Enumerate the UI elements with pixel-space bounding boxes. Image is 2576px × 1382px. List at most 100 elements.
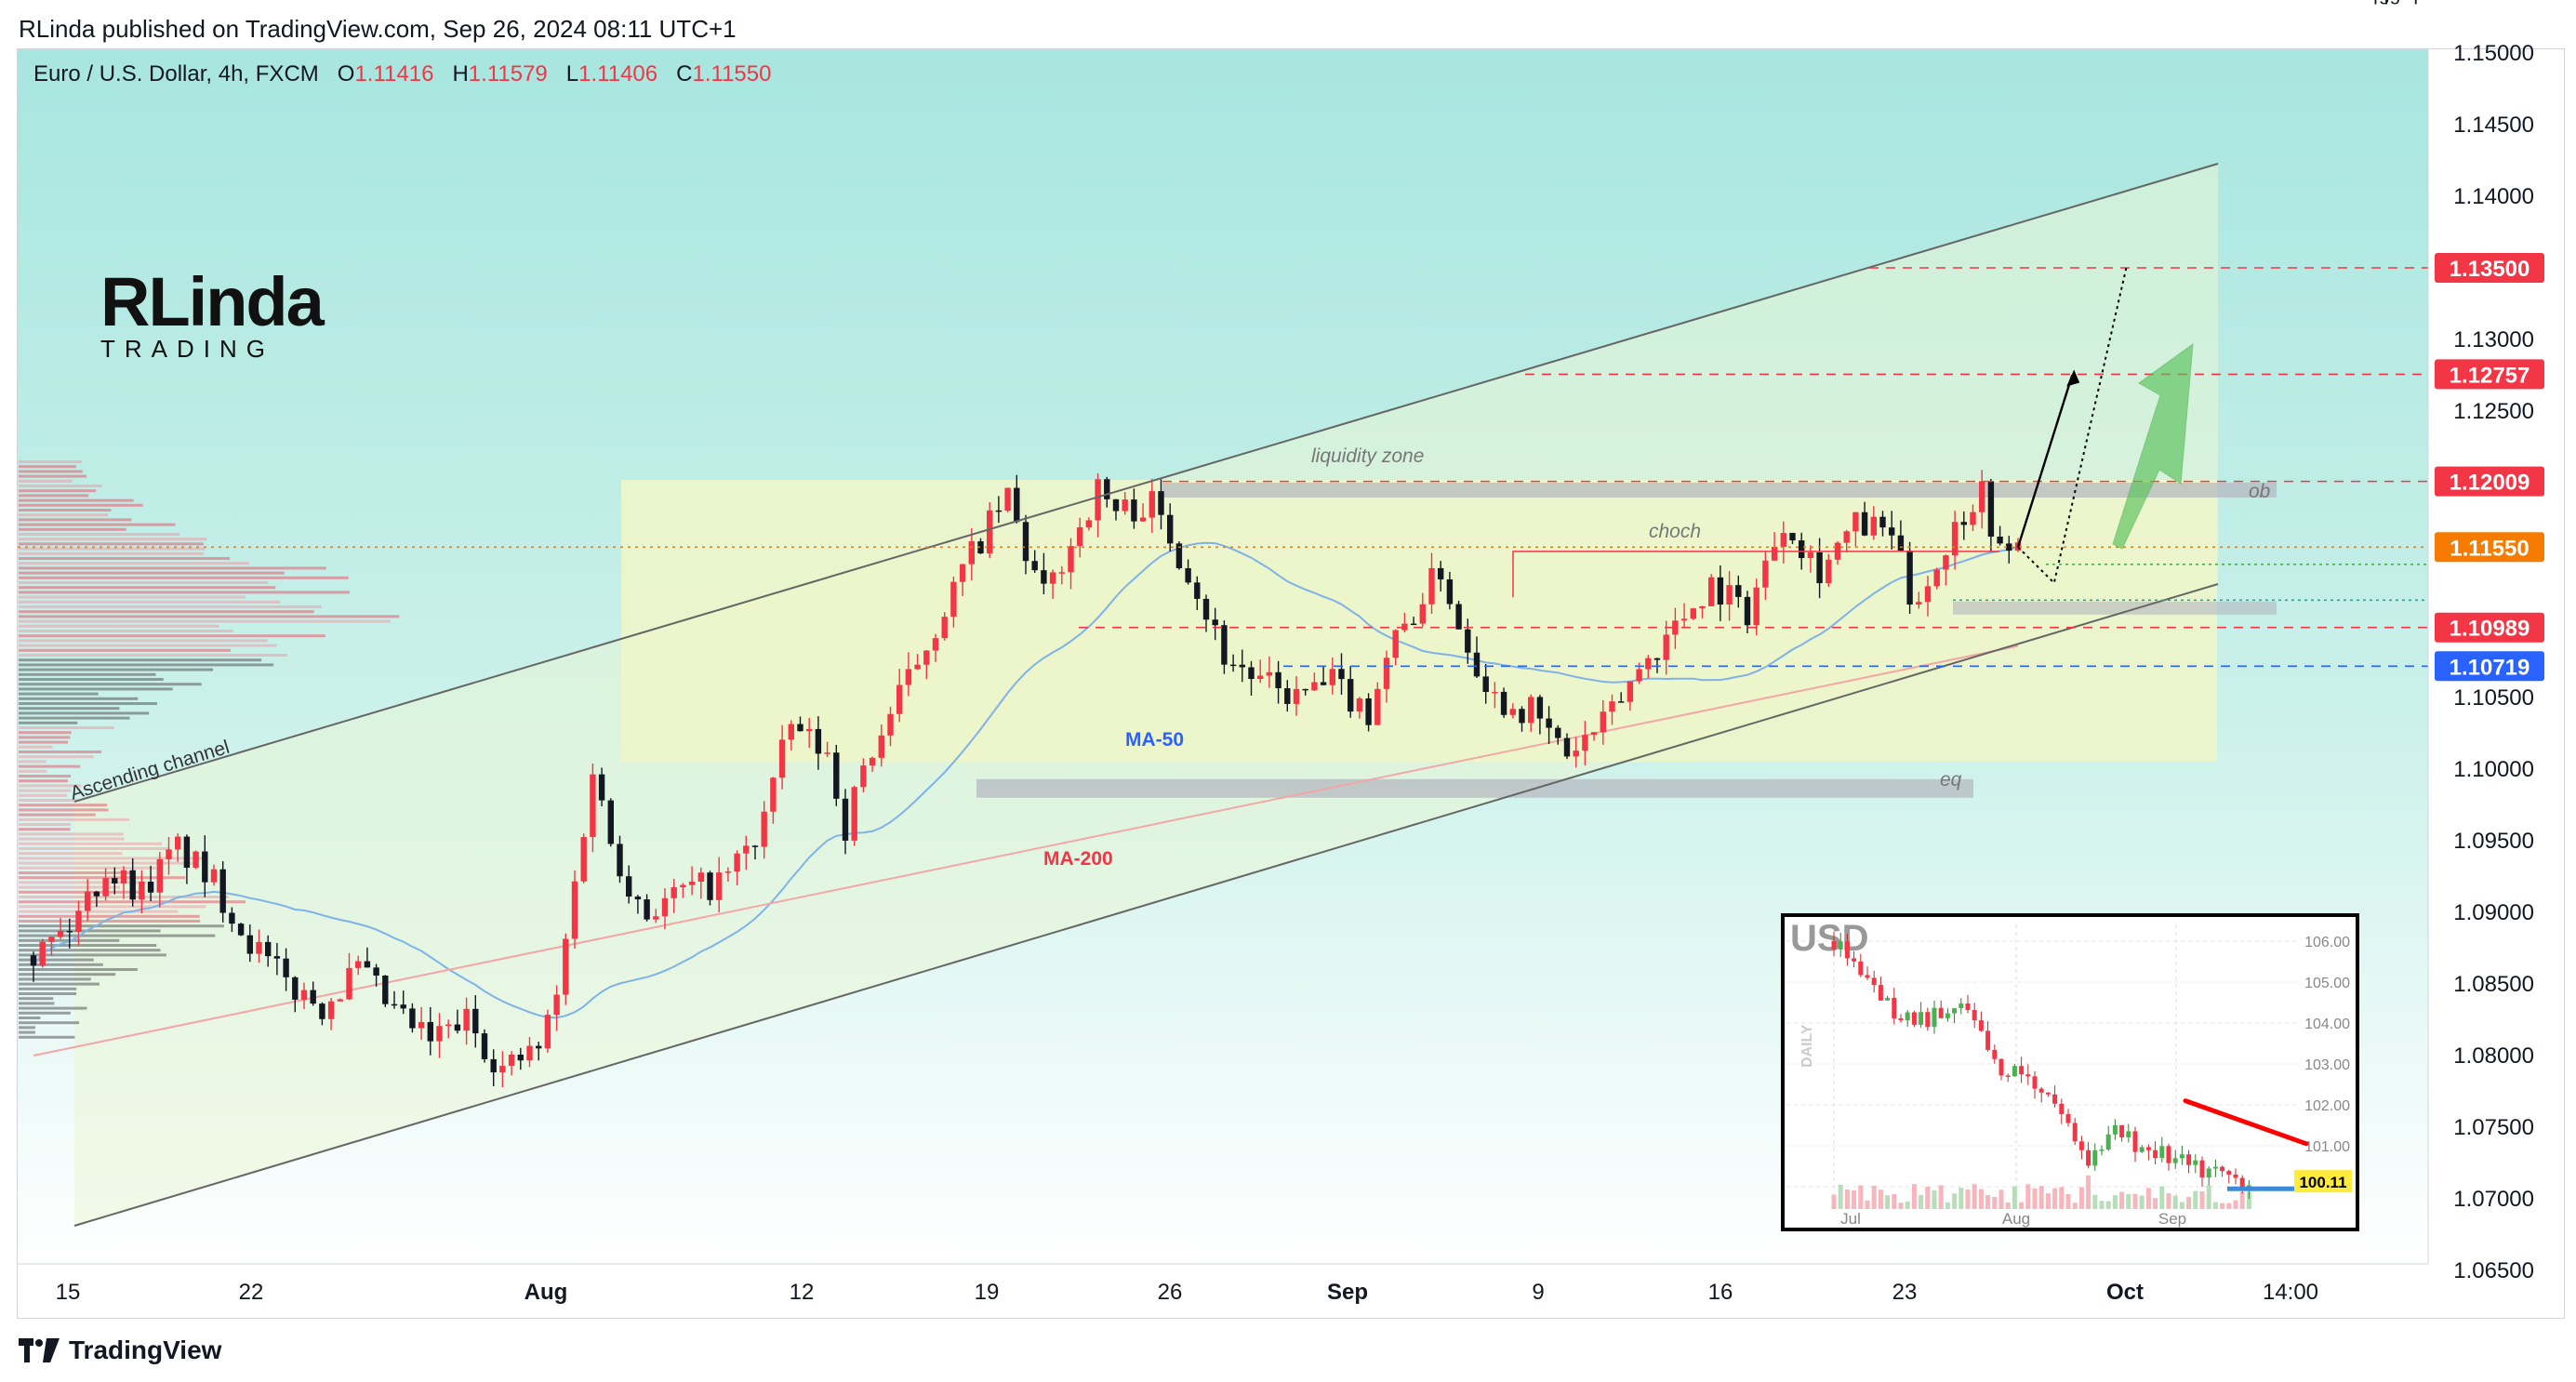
time-tick: 12	[790, 1280, 815, 1305]
candle-body	[156, 858, 163, 893]
inset-candle	[2032, 1076, 2038, 1089]
candle-body	[1446, 578, 1454, 605]
candle-body	[1799, 540, 1805, 559]
profile-bar	[19, 678, 164, 681]
candle-body	[1482, 676, 1489, 693]
candle-body	[563, 938, 569, 995]
profile-bar	[19, 924, 224, 928]
profile-bar	[19, 654, 287, 657]
inset-candle	[2025, 1074, 2031, 1077]
inset-candle	[2206, 1168, 2211, 1178]
candle-body	[210, 869, 218, 883]
profile-bar	[19, 716, 130, 720]
inset-candle	[1992, 1049, 1998, 1059]
candle-body	[526, 1045, 533, 1061]
candle-body	[418, 1021, 425, 1029]
candle-body	[1916, 602, 1922, 605]
profile-bar	[19, 586, 276, 590]
inset-volume-bar	[2199, 1191, 2205, 1209]
inset-candle	[2239, 1177, 2245, 1191]
inset-volume-bar	[2226, 1203, 2232, 1209]
price-label: 1.11550	[2450, 536, 2529, 561]
inset-volume-bar	[2012, 1186, 2017, 1209]
profile-bar	[19, 799, 78, 802]
inset-candle	[2199, 1160, 2205, 1178]
tradingview-footer[interactable]: TradingView	[19, 1335, 221, 1365]
inset-volume-bar	[2086, 1175, 2091, 1209]
profile-bar	[19, 639, 268, 643]
inset-candle	[2179, 1154, 2184, 1159]
inset-volume-bar	[2186, 1196, 2192, 1209]
profile-bar	[19, 542, 204, 546]
candle-body	[743, 845, 750, 854]
profile-bar	[19, 663, 274, 667]
inset-candle	[1972, 1010, 1977, 1021]
inset-candle	[1965, 1003, 1971, 1011]
inset-volume-bar	[2145, 1188, 2151, 1209]
usd-inset-frame	[1781, 913, 2359, 1231]
inset-volume-bar	[2099, 1201, 2105, 1209]
candle-body	[1771, 546, 1778, 561]
candle-body	[1465, 629, 1471, 653]
candle-body	[1519, 709, 1525, 724]
candle-body	[85, 891, 91, 911]
candle-body	[1987, 481, 1995, 537]
candle-body	[246, 935, 253, 954]
time-tick: Aug	[524, 1280, 568, 1305]
profile-bar	[19, 509, 112, 512]
candle-body	[1826, 559, 1832, 584]
range-zone	[621, 479, 2217, 763]
inset-candle	[1998, 1058, 2004, 1076]
candle-body	[1365, 698, 1372, 725]
inset-price-tick: 106.00	[2304, 935, 2350, 950]
profile-bar	[19, 687, 173, 691]
candle-body	[39, 941, 46, 966]
candle-body	[1536, 697, 1544, 719]
candle-body	[1609, 701, 1615, 712]
inset-candle	[1978, 1020, 1984, 1031]
inset-price-tick: 103.00	[2304, 1057, 2350, 1073]
candle-body	[1266, 671, 1273, 676]
candle-body	[1410, 623, 1417, 626]
inset-candle	[2078, 1141, 2084, 1150]
profile-bar	[19, 498, 134, 502]
candle-body	[102, 878, 109, 897]
candle-body	[887, 713, 894, 736]
profile-bar	[19, 571, 285, 575]
candle-body	[1546, 718, 1552, 728]
candle-body	[1600, 711, 1606, 733]
candle-body	[409, 1008, 416, 1029]
inset-volume-bar	[2112, 1195, 2118, 1209]
candle-body	[1672, 620, 1679, 635]
candle-body	[183, 836, 191, 869]
candle-body	[373, 967, 379, 976]
candle-body	[598, 774, 605, 801]
ma-200-line	[33, 644, 2019, 1056]
profile-bar	[19, 837, 125, 841]
inset-candle	[2059, 1103, 2065, 1114]
candle-body	[1014, 487, 1020, 523]
candle-body	[1392, 630, 1399, 658]
inset-volume-bar	[2159, 1186, 2165, 1209]
candle-body	[1239, 664, 1245, 668]
candle-body	[571, 881, 578, 939]
inset-candle	[2052, 1094, 2058, 1104]
inset-candle	[2126, 1131, 2131, 1137]
profile-bar	[19, 900, 246, 904]
candle-body	[734, 853, 740, 872]
candle-body	[364, 961, 371, 968]
profile-bar	[19, 726, 114, 729]
candle-body	[517, 1055, 524, 1061]
inset-volume-bar	[2025, 1184, 2031, 1209]
candle-body	[688, 881, 696, 885]
candle-body	[1293, 688, 1300, 704]
candle-body	[1194, 582, 1201, 599]
candle-body	[1085, 520, 1093, 527]
candle-body	[634, 897, 642, 900]
fib-tag: 0.705	[2364, 0, 2418, 5]
chart-frame	[17, 48, 2565, 1319]
profile-bar	[19, 847, 170, 850]
profile-bar	[19, 576, 349, 579]
tradingview-logo-icon	[19, 1338, 60, 1362]
